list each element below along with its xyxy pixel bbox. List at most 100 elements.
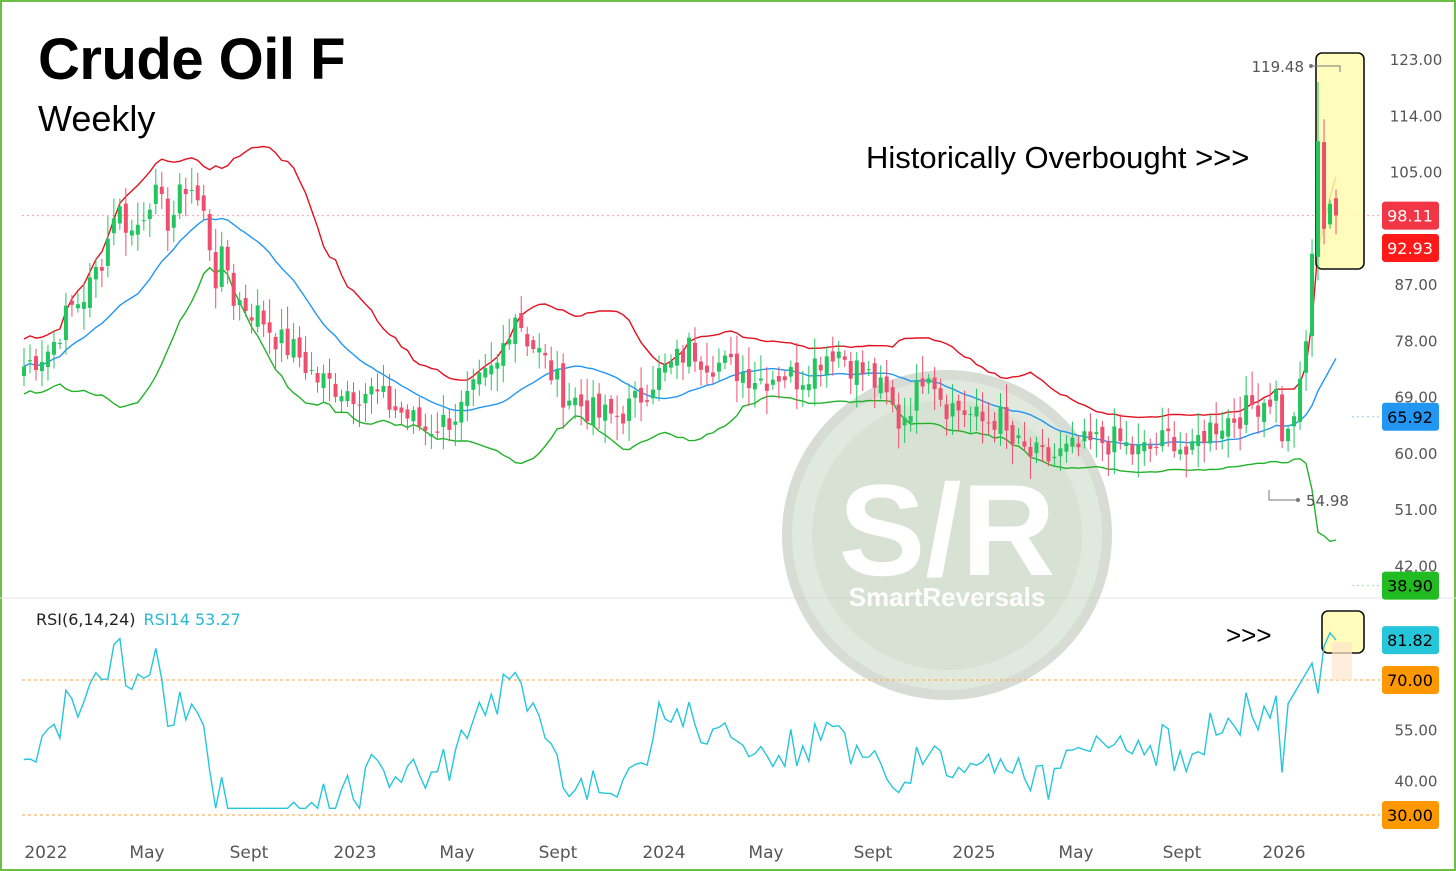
- candle-body: [579, 394, 584, 407]
- candle-body: [788, 366, 793, 377]
- candle-body: [561, 363, 566, 408]
- candle-body: [986, 422, 991, 424]
- x-tick-label: 2023: [333, 843, 376, 863]
- x-tick-label: Sept: [854, 843, 893, 863]
- candle-body: [585, 400, 590, 422]
- price-tick-label: 87.00: [1395, 276, 1438, 294]
- candle-body: [195, 185, 200, 201]
- candle-body: [728, 353, 733, 358]
- candle-body: [297, 337, 302, 358]
- candle-body: [135, 224, 140, 235]
- candle-body: [1334, 198, 1338, 216]
- candle-body: [1274, 389, 1279, 401]
- candle-body: [675, 348, 680, 366]
- candle-body: [860, 362, 865, 375]
- candle-body: [1244, 395, 1249, 425]
- candle-body: [537, 348, 542, 353]
- rsi-badge-text: 70.00: [1387, 671, 1433, 690]
- candle-body: [489, 365, 494, 375]
- candle-body: [1160, 430, 1165, 447]
- candle-body: [1190, 441, 1195, 450]
- price-tick-label: 123.00: [1390, 51, 1443, 69]
- low-marker-line: [1268, 490, 1296, 501]
- candle-body: [1058, 448, 1063, 457]
- candle-body: [1088, 431, 1093, 441]
- candle-body: [327, 372, 332, 379]
- candle-body: [615, 415, 620, 417]
- candle-body: [255, 305, 260, 327]
- candle-body: [465, 390, 470, 406]
- candle-body: [806, 384, 811, 391]
- rsi-overbought-fill: [1332, 642, 1352, 680]
- candle-body: [926, 378, 931, 384]
- x-tick-label: May: [1058, 843, 1093, 863]
- rsi-arrow-annotation: >>>: [1226, 620, 1272, 650]
- rsi-badge: 81.82: [1382, 626, 1439, 655]
- candle-body: [776, 376, 781, 382]
- candle-body: [1304, 341, 1309, 373]
- candle-body: [81, 302, 86, 309]
- price-tick-label: 51.00: [1395, 501, 1438, 519]
- price-badge: 98.11: [1382, 201, 1439, 230]
- candle-body: [1220, 430, 1225, 439]
- price-badge: 65.92: [1382, 402, 1439, 431]
- candle-body: [231, 272, 236, 306]
- candle-body: [1070, 437, 1075, 447]
- candle-body: [1016, 435, 1021, 439]
- candle-body: [842, 356, 847, 360]
- candle-body: [531, 340, 536, 350]
- candle-body: [123, 203, 128, 233]
- x-tick-label: May: [748, 843, 783, 863]
- candle-body: [698, 361, 703, 370]
- candle-body: [1232, 418, 1237, 423]
- rsi-badge: 30.00: [1382, 801, 1439, 829]
- candle-body: [1166, 428, 1171, 432]
- price-badge-text: 92.93: [1387, 239, 1433, 258]
- candle-body: [633, 391, 638, 398]
- candle-body: [770, 379, 775, 385]
- rsi-legend-label: RSI(6,14,24): [36, 610, 136, 629]
- candle-body: [1004, 407, 1009, 431]
- rsi-badge-bg: [1382, 801, 1439, 829]
- candle-body: [962, 410, 967, 415]
- candle-body: [285, 328, 290, 356]
- candle-body: [147, 209, 152, 220]
- candle-body: [740, 372, 745, 383]
- candle-body: [818, 364, 823, 371]
- price-badge-text: 65.92: [1387, 408, 1433, 427]
- rsi-legend: RSI(6,14,24) RSI14 53.27: [36, 610, 241, 629]
- candle-body: [507, 339, 512, 345]
- candle-body: [848, 361, 853, 379]
- price-badge-bg: [1382, 233, 1439, 262]
- x-tick-label: May: [439, 843, 474, 863]
- candle-body: [525, 334, 530, 347]
- candle-body: [411, 410, 416, 422]
- rsi-badge-text: 81.82: [1387, 631, 1433, 650]
- watermark-subtext: SmartReversals: [849, 582, 1046, 612]
- rsi-badge-text: 30.00: [1387, 806, 1433, 825]
- candle-body: [1208, 422, 1213, 444]
- x-tick-label: 2024: [642, 843, 685, 863]
- candle-body: [1022, 441, 1027, 447]
- candle-body: [800, 385, 805, 390]
- candle-body: [471, 379, 476, 390]
- candle-body: [459, 401, 464, 423]
- candle-body: [321, 373, 326, 388]
- candle-body: [627, 398, 632, 421]
- candle-body: [764, 383, 769, 391]
- candle-body: [890, 387, 895, 405]
- price-tick-label: 69.00: [1395, 389, 1438, 407]
- candle-body: [866, 369, 871, 371]
- candle-body: [105, 238, 110, 266]
- rsi-line: [23, 631, 1337, 811]
- candle-body: [1238, 417, 1243, 429]
- candle-body: [1292, 416, 1297, 427]
- candle-body: [645, 400, 650, 402]
- candle-body: [830, 351, 835, 362]
- candle-body: [513, 317, 518, 344]
- candlesticks: [22, 82, 1338, 480]
- x-tick-label: 2026: [1262, 843, 1305, 863]
- candle-body: [1316, 141, 1321, 257]
- candle-body: [1256, 405, 1261, 417]
- candle-body: [1106, 440, 1111, 455]
